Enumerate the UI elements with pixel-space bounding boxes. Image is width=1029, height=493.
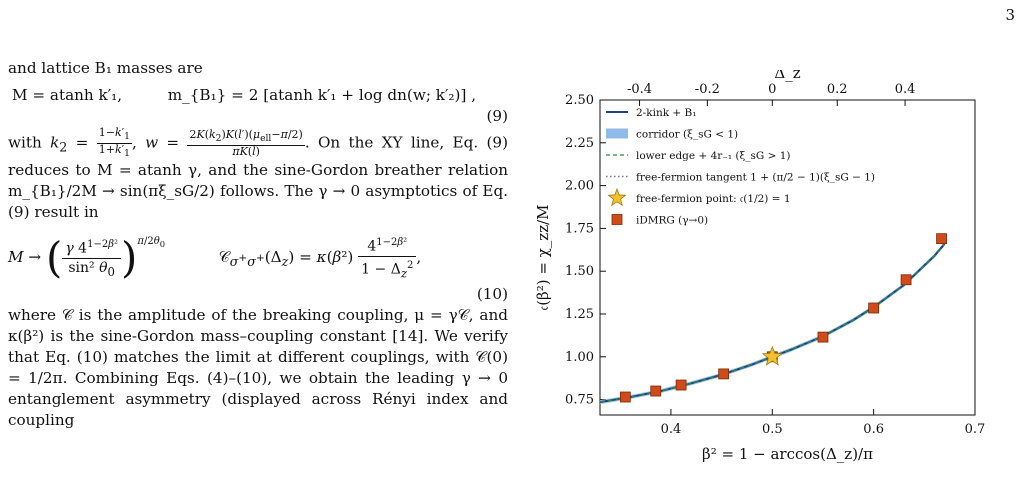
legend-label: free-fermion tangent 1 + (π/2 − 1)(ξ_sG …: [636, 172, 875, 184]
idmrg-point: [868, 302, 880, 314]
y-tick-label: 1.50: [565, 264, 594, 279]
paragraph-3: where 𝒞 is the amplitude of the breaking…: [8, 306, 508, 430]
legend-label: free-fermion point: 𝔠(1/2) = 1: [636, 193, 791, 205]
legend-swatch: [606, 128, 628, 139]
idmrg-point: [936, 233, 947, 245]
y-tick-label: 1.00: [565, 350, 594, 365]
y-tick-label: 2.25: [565, 136, 594, 151]
text-column: and lattice B₁ masses are M = atanh k′₁,…: [8, 58, 508, 431]
x-axis-label: β² = 1 − arccos(Δ_z)/π: [702, 445, 873, 463]
equation-10: M → (γ 41−2β² sin² θ0)π/2θ0 𝒞σ+σ+(Δz) = κ…: [8, 233, 422, 283]
legend-swatch: [611, 214, 623, 225]
y-tick-label: 1.25: [565, 307, 594, 322]
intro-text: and lattice B₁ masses are: [8, 59, 203, 77]
idmrg-point: [718, 368, 730, 380]
y-tick-label: 1.75: [565, 221, 594, 236]
x-tick-label: 0.4: [661, 422, 682, 437]
corridor-band: [600, 241, 945, 405]
top-axis-label: Δ_z: [774, 70, 800, 82]
y-tick-label: 0.75: [565, 393, 594, 408]
top-tick-label: 0.4: [895, 82, 916, 97]
legend-swatch: [607, 187, 627, 207]
legend-label: 2-kink + B₁: [636, 107, 696, 119]
eq9-right: m_{B₁} = 2 [atanh k′₁ + log dn(w; k′₂)] …: [167, 86, 477, 104]
x-tick-label: 0.5: [762, 422, 783, 437]
legend-label: lower edge + 4r₋₁ (ξ_sG > 1): [636, 150, 791, 162]
legend-label: iDMRG (γ→0): [636, 215, 708, 227]
y-tick-label: 2.00: [565, 179, 594, 194]
top-tick-label: -0.4: [627, 82, 652, 97]
idmrg-point: [900, 274, 912, 286]
idmrg-point: [650, 385, 662, 397]
free-fermion-star: [761, 345, 783, 366]
plot-frame: [599, 99, 976, 416]
figure-chart: 0.75 1.00 1.25 1.50 1.75 2.00 2.25 2.50 0.4 0.5 0.…: [534, 70, 986, 463]
paragraph-2: with k2 = 1−k′1 1+k′1, w = 2K(k2)K(l′)(μe…: [8, 126, 508, 222]
idmrg-point: [675, 379, 687, 391]
equation-9: M = atanh k′₁, m_{B₁} = 2 [atanh k′₁ + l…: [8, 85, 508, 106]
series-lower-edge-line: [599, 243, 946, 403]
idmrg-point: [817, 331, 829, 343]
x-tick-label: 0.6: [863, 422, 884, 437]
top-tick-label: 0.2: [827, 82, 848, 97]
legend-label: corridor (ξ_sG < 1): [636, 129, 738, 141]
x-tick-label: 0.7: [965, 422, 986, 437]
idmrg-point: [619, 391, 631, 403]
y-tick-label: 2.50: [565, 93, 594, 108]
eq9-number: (9): [486, 107, 508, 125]
top-tick-label: -0.2: [695, 82, 720, 97]
eq10-number: (10): [476, 285, 508, 304]
eq9-left: M = atanh k′₁,: [12, 86, 123, 104]
page-number: 3: [1005, 6, 1015, 24]
series-2kink-line: [599, 243, 946, 404]
y-axis-label: 𝔠(β²) = χ_zz/M: [534, 204, 552, 310]
top-tick-label: 0: [768, 82, 776, 97]
